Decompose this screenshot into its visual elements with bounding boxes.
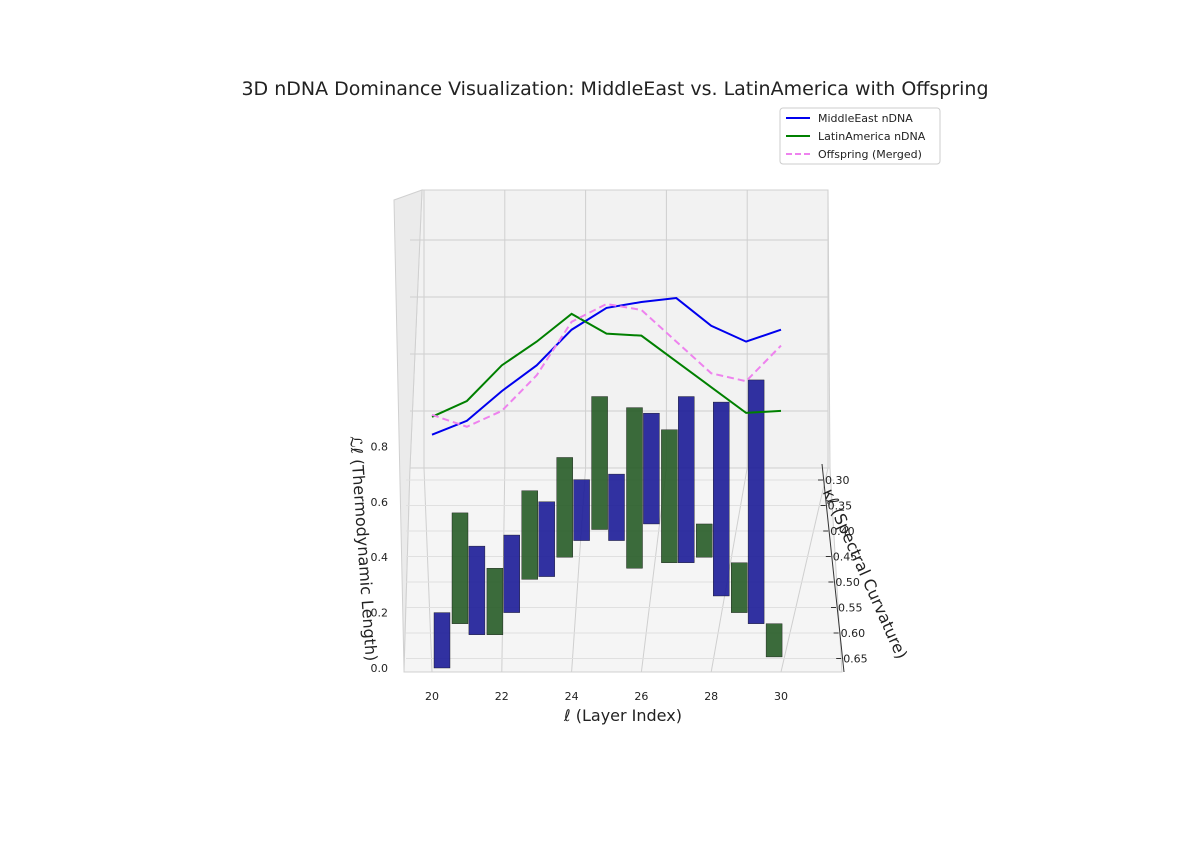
x-tick-label: 20 xyxy=(425,690,439,703)
bar-middleeast xyxy=(538,501,555,577)
y-tick-label: 0.40 xyxy=(830,525,855,538)
bar-middleeast xyxy=(433,612,451,669)
line-latinamerica xyxy=(431,312,782,418)
y-tick-label: 0.55 xyxy=(838,602,863,615)
bar-latinamerica xyxy=(696,523,713,558)
y-axis-line xyxy=(821,463,845,673)
legend-box xyxy=(779,107,941,165)
grid-x-floor xyxy=(501,467,506,673)
x-tick-label: 22 xyxy=(495,690,509,703)
bar-middleeast xyxy=(747,379,765,624)
legend: MiddleEast nDNA LatinAmerica nDNA Offspr… xyxy=(779,107,941,165)
bar-latinamerica xyxy=(556,457,573,558)
legend-label-offspring: Offspring (Merged) xyxy=(818,148,922,161)
legend-label-latinamerica: LatinAmerica nDNA xyxy=(818,130,926,143)
bar-latinamerica xyxy=(521,490,538,580)
y-tick-label: 0.30 xyxy=(825,474,850,487)
y-tick-label: 0.50 xyxy=(835,576,860,589)
bar-middleeast xyxy=(468,545,486,635)
bar-middleeast xyxy=(643,412,660,525)
x-tick-label: 24 xyxy=(565,690,579,703)
bar-middleeast xyxy=(713,401,730,597)
y-tick-label: 0.35 xyxy=(828,500,853,513)
line-offspring xyxy=(431,302,782,428)
x-tick-label: 26 xyxy=(634,690,648,703)
bar-latinamerica xyxy=(591,396,608,530)
x-axis-label: ℓ (Layer Index) xyxy=(563,706,682,725)
lines-group xyxy=(431,296,782,436)
bar-latinamerica xyxy=(731,562,748,613)
bar-middleeast xyxy=(678,396,695,563)
bar-middleeast xyxy=(573,479,590,541)
bar-middleeast xyxy=(503,534,520,613)
z-tick-label: 0.6 xyxy=(371,496,389,509)
bar-middleeast xyxy=(608,473,625,541)
legend-label-middleeast: MiddleEast nDNA xyxy=(818,112,913,125)
y-tick-label: 0.60 xyxy=(841,627,866,640)
x-tick-label: 30 xyxy=(774,690,788,703)
y-tick-label: 0.65 xyxy=(843,653,868,666)
x-tick-label: 28 xyxy=(704,690,718,703)
z-tick-label: 0.8 xyxy=(371,440,389,453)
z-tick-label: 0.0 xyxy=(371,662,389,675)
y-tick-label: 0.45 xyxy=(833,551,858,564)
axes-group: 20 22 24 26 28 30 0.0 0.2 0.4 0.6 0.8 0.30 0.35 0.40 0… xyxy=(371,440,868,703)
bar-latinamerica xyxy=(626,407,643,569)
chart-title: 3D nDNA Dominance Visualization: MiddleE… xyxy=(241,78,988,100)
back-pane xyxy=(409,189,831,469)
line-middleeast xyxy=(431,296,782,436)
grid-x-floor xyxy=(423,467,433,673)
bars-group xyxy=(433,379,783,669)
bar-latinamerica xyxy=(451,512,469,624)
bar-latinamerica xyxy=(765,623,783,658)
z-tick-label: 0.4 xyxy=(371,551,389,564)
z-axis-label: ℒℓ (Thermodynamic Length) xyxy=(346,435,381,662)
grid-x-floor xyxy=(780,467,829,673)
bar-latinamerica xyxy=(661,429,678,563)
z-tick-label: 0.2 xyxy=(371,607,389,620)
bar-latinamerica xyxy=(486,568,504,635)
